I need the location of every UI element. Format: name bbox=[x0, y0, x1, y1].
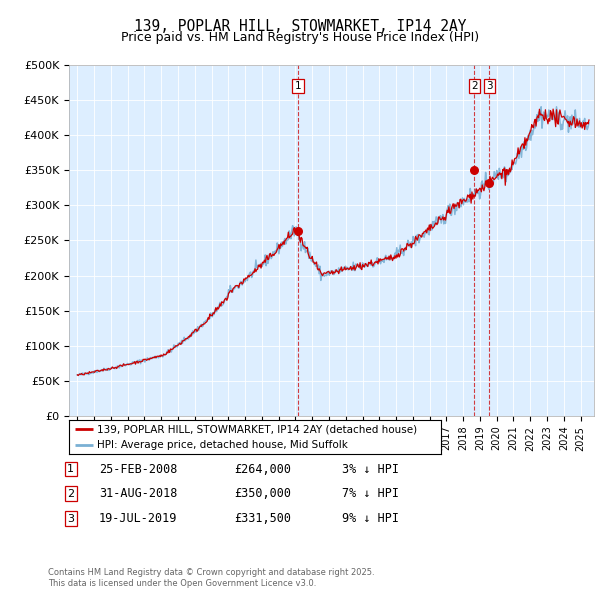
Text: 139, POPLAR HILL, STOWMARKET, IP14 2AY: 139, POPLAR HILL, STOWMARKET, IP14 2AY bbox=[134, 19, 466, 34]
Text: 2: 2 bbox=[471, 81, 478, 91]
Text: 7% ↓ HPI: 7% ↓ HPI bbox=[342, 487, 399, 500]
Point bbox=[470, 166, 479, 175]
Text: £331,500: £331,500 bbox=[234, 512, 291, 525]
Text: 25-FEB-2008: 25-FEB-2008 bbox=[99, 463, 178, 476]
Text: 9% ↓ HPI: 9% ↓ HPI bbox=[342, 512, 399, 525]
Point bbox=[484, 179, 494, 188]
Text: 139, POPLAR HILL, STOWMARKET, IP14 2AY (detached house): 139, POPLAR HILL, STOWMARKET, IP14 2AY (… bbox=[97, 424, 417, 434]
Text: 19-JUL-2019: 19-JUL-2019 bbox=[99, 512, 178, 525]
Text: £350,000: £350,000 bbox=[234, 487, 291, 500]
Text: 3% ↓ HPI: 3% ↓ HPI bbox=[342, 463, 399, 476]
Text: 1: 1 bbox=[67, 464, 74, 474]
Text: 1: 1 bbox=[295, 81, 301, 91]
Text: Price paid vs. HM Land Registry's House Price Index (HPI): Price paid vs. HM Land Registry's House … bbox=[121, 31, 479, 44]
Text: £264,000: £264,000 bbox=[234, 463, 291, 476]
Text: Contains HM Land Registry data © Crown copyright and database right 2025.
This d: Contains HM Land Registry data © Crown c… bbox=[48, 568, 374, 588]
Text: HPI: Average price, detached house, Mid Suffolk: HPI: Average price, detached house, Mid … bbox=[97, 440, 348, 450]
Text: 3: 3 bbox=[67, 514, 74, 523]
Text: 2: 2 bbox=[67, 489, 74, 499]
Text: 31-AUG-2018: 31-AUG-2018 bbox=[99, 487, 178, 500]
Point bbox=[293, 226, 303, 235]
Text: 3: 3 bbox=[486, 81, 493, 91]
